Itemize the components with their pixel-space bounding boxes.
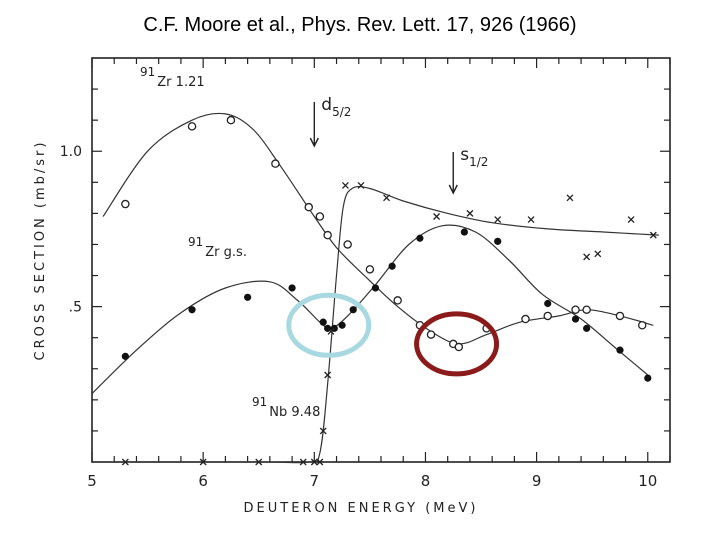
cross-point: [310, 458, 318, 466]
citation-title: C.F. Moore et al., Phys. Rev. Lett. 17, …: [143, 14, 577, 36]
open-circle-point: [187, 122, 197, 131]
filled-circle-point: [319, 318, 327, 326]
cross-point: [357, 181, 365, 189]
cross-point: [341, 181, 349, 189]
cross-point: [594, 250, 602, 258]
filled-circle-point: [583, 324, 591, 332]
filled-circle-point: [288, 284, 296, 292]
annotation-label: d5/2: [321, 95, 351, 119]
open-circle-point: [271, 159, 280, 168]
open-circle-point: [521, 314, 530, 324]
axis-ticks: [91, 58, 671, 462]
open-circle-point: [304, 202, 313, 212]
filled-circle-point: [188, 306, 196, 314]
open-circle-point: [543, 311, 552, 321]
cross-point: [299, 458, 307, 466]
cross-point: [316, 458, 324, 466]
plot-frame: [91, 57, 671, 463]
x-tick-label: 8: [421, 472, 431, 490]
open-circle-point: [454, 342, 464, 352]
series-label: 91Zr g.s.: [188, 235, 247, 260]
annotation-label: s1/2: [460, 145, 488, 169]
curve-series-2: [97, 185, 659, 464]
highlight-ellipses: [286, 292, 500, 377]
curve-series-1: [91, 224, 649, 395]
series-label: 91Zr 1.21: [140, 65, 205, 90]
x-tick-label: 6: [198, 472, 208, 490]
open-circle-point: [582, 305, 591, 314]
light-blue-ellipse: [286, 292, 372, 358]
y-tick-label: .5: [69, 300, 82, 316]
cross-point: [255, 458, 263, 466]
filled-circle-point: [338, 321, 346, 329]
filled-circle-point: [644, 374, 652, 382]
cross-point: [121, 458, 129, 466]
open-circle-point: [637, 321, 647, 330]
filled-circle-point: [616, 346, 624, 354]
filled-circle-point: [349, 306, 357, 314]
filled-circle-point: [388, 262, 396, 270]
open-circle-point: [393, 296, 402, 305]
cross-point: [327, 328, 335, 335]
filled-circle-point: [371, 284, 380, 292]
open-circle-point: [121, 199, 130, 209]
filled-circle-point: [244, 293, 252, 301]
x-axis-label: DEUTERON ENERGY (MeV): [244, 501, 479, 516]
cross-point: [649, 231, 657, 239]
cross-point: [527, 216, 535, 224]
filled-circle-point: [416, 234, 424, 242]
data-points: [121, 115, 657, 466]
x-tick-label: 9: [532, 472, 542, 490]
open-circle-point: [615, 311, 625, 321]
filled-circle-point: [544, 299, 552, 308]
cross-point: [583, 253, 591, 261]
x-tick-label: 5: [87, 472, 97, 490]
open-circle-point: [315, 212, 325, 221]
series-label: 91Nb 9.48: [252, 395, 320, 420]
cross-point: [383, 194, 391, 202]
cross-point: [324, 371, 332, 379]
filled-circle-point: [494, 237, 502, 245]
chart-labels: 5 6 7 8 9 10 .5 1.0 DEUTERON ENERGY (MeV) CROSS S…: [33, 65, 657, 516]
open-circle-point: [343, 240, 352, 249]
y-tick-label: 1.0: [60, 144, 82, 160]
filled-circle-point: [460, 228, 468, 236]
y-axis-label: CROSS SECTION (mb/sr): [33, 140, 48, 361]
cross-point: [494, 216, 502, 224]
filled-circle-point: [571, 315, 580, 323]
open-circle-point: [226, 115, 236, 125]
plot-border: [91, 57, 671, 463]
arrow-head: [448, 184, 458, 195]
cross-point: [566, 194, 574, 202]
open-circle-point: [323, 230, 332, 240]
arrow-head: [309, 137, 319, 148]
open-circle-point: [426, 330, 436, 339]
open-circle-point: [571, 305, 580, 314]
x-tick-label: 7: [310, 472, 320, 490]
dark-red-ellipse: [414, 311, 500, 377]
cross-point: [433, 213, 441, 220]
x-tick-label: 10: [638, 472, 657, 490]
cross-point: [319, 427, 327, 435]
cross-point: [627, 216, 635, 224]
filled-circle-point: [121, 352, 129, 360]
cross-point: [199, 458, 207, 466]
open-circle-point: [365, 265, 375, 274]
cross-point: [466, 209, 474, 217]
